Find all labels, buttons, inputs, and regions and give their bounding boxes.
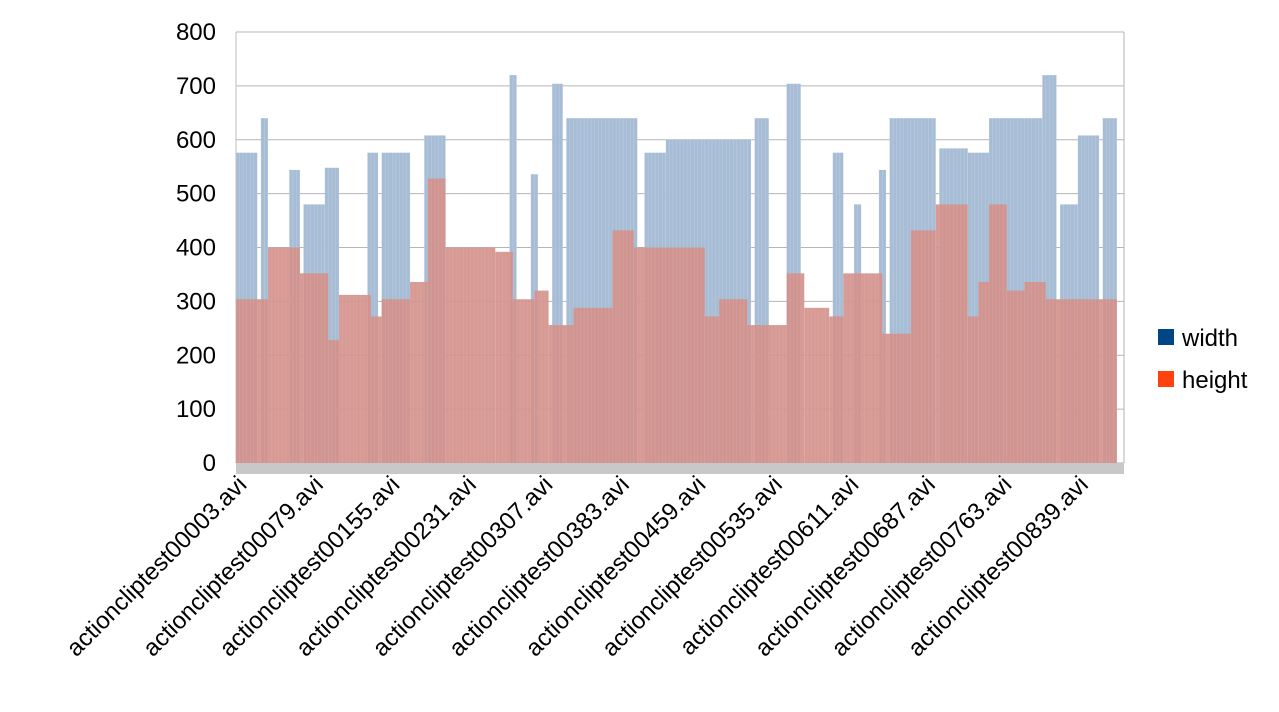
y-tick-label: 0 bbox=[203, 450, 216, 477]
y-tick-label: 800 bbox=[176, 19, 216, 46]
width-bar bbox=[367, 152, 379, 463]
height-bar bbox=[747, 325, 787, 463]
height-bar bbox=[612, 230, 634, 463]
height-bar bbox=[445, 247, 496, 463]
height-bar bbox=[882, 333, 911, 463]
height-bar bbox=[381, 299, 411, 463]
x-axis-ticks: actioncliptest00003.aviactioncliptest000… bbox=[61, 471, 1093, 662]
width-bar bbox=[552, 83, 563, 463]
legend-label-height: height bbox=[1182, 367, 1248, 394]
height-bar bbox=[967, 316, 979, 463]
height-bar bbox=[935, 204, 968, 463]
height-bar bbox=[534, 290, 549, 463]
legend: width height bbox=[1158, 325, 1248, 394]
height-bar bbox=[370, 316, 382, 463]
y-tick-label: 400 bbox=[176, 235, 216, 262]
height-bar bbox=[548, 325, 574, 463]
height-bar bbox=[633, 247, 705, 463]
height-bar bbox=[1024, 281, 1046, 463]
height-series bbox=[235, 32, 1121, 464]
height-bar bbox=[339, 294, 371, 463]
height-bar bbox=[829, 316, 844, 463]
legend-label-width: width bbox=[1181, 325, 1238, 352]
height-bar bbox=[1006, 290, 1025, 463]
y-tick-label: 700 bbox=[176, 73, 216, 100]
height-bar bbox=[910, 230, 936, 463]
y-axis-ticks: 0 100 200 300 400 500 600 700 800 bbox=[176, 19, 216, 477]
height-bar bbox=[410, 281, 428, 463]
height-bar bbox=[978, 281, 990, 463]
y-tick-label: 200 bbox=[176, 342, 216, 369]
height-bar bbox=[513, 299, 535, 463]
height-bar bbox=[804, 307, 830, 463]
height-bar bbox=[427, 178, 446, 464]
height-bar bbox=[719, 299, 748, 463]
height-bar bbox=[704, 316, 720, 463]
height-bar bbox=[495, 251, 514, 463]
width-bar bbox=[260, 118, 268, 463]
legend-swatch-width bbox=[1158, 329, 1174, 345]
y-tick-label: 500 bbox=[176, 181, 216, 208]
height-bar bbox=[299, 273, 329, 463]
height-bar bbox=[843, 273, 883, 463]
height-bar bbox=[267, 247, 300, 463]
y-tick-label: 600 bbox=[176, 127, 216, 154]
width-bar bbox=[832, 152, 844, 463]
y-tick-label: 100 bbox=[176, 396, 216, 423]
legend-swatch-height bbox=[1158, 371, 1174, 387]
height-bar bbox=[989, 204, 1007, 463]
height-bar bbox=[573, 307, 613, 463]
x-axis-tick-band bbox=[236, 463, 1124, 474]
y-tick-label: 300 bbox=[176, 288, 216, 315]
height-bar bbox=[328, 340, 340, 463]
height-bar bbox=[236, 299, 268, 463]
height-bar bbox=[786, 273, 805, 463]
height-bar bbox=[1045, 299, 1117, 463]
